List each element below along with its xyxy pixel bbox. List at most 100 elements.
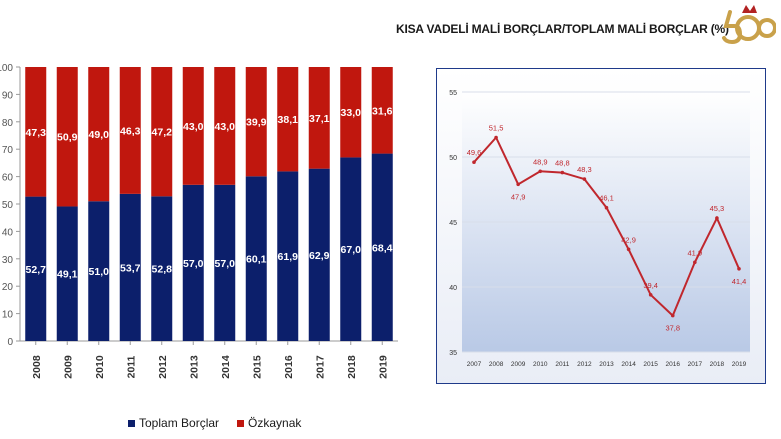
bar-toplam-borclar bbox=[371, 153, 393, 341]
bar-x-tick-label: 2011 bbox=[125, 355, 137, 378]
line-data-point bbox=[604, 205, 609, 210]
bar-toplam-borclar bbox=[56, 206, 78, 341]
bar-ozkaynak bbox=[56, 67, 78, 207]
bar-ozkaynak bbox=[182, 67, 204, 185]
line-data-point bbox=[472, 160, 476, 164]
bar-x-tick-label: 2013 bbox=[188, 355, 200, 379]
line-data-label: 48,3 bbox=[577, 165, 592, 174]
line-y-tick-label: 50 bbox=[449, 155, 457, 162]
line-x-tick-label: 2017 bbox=[688, 361, 703, 368]
line-y-tick-label: 55 bbox=[449, 90, 457, 97]
bar-x-tick-label: 2009 bbox=[62, 355, 74, 379]
line-x-tick-label: 2014 bbox=[621, 361, 636, 368]
line-data-label: 47,9 bbox=[511, 192, 526, 201]
bar-data-label-toplam-borclar: 52,7 bbox=[26, 264, 47, 276]
chart-title: KISA VADELİ MALİ BORÇLAR/TOPLAM MALİ BOR… bbox=[396, 22, 729, 36]
bar-toplam-borclar bbox=[214, 184, 236, 341]
bar-y-tick-label: 40 bbox=[2, 227, 14, 238]
line-data-point bbox=[670, 313, 675, 318]
bar-data-label-toplam-borclar: 62,9 bbox=[309, 250, 330, 262]
line-data-point bbox=[737, 267, 741, 271]
line-data-label: 42,9 bbox=[621, 235, 636, 244]
bar-x-tick-label: 2014 bbox=[220, 355, 232, 379]
bar-ozkaynak bbox=[119, 67, 141, 194]
line-data-point bbox=[516, 182, 520, 187]
bar-ozkaynak bbox=[340, 67, 362, 158]
line-x-tick-label: 2018 bbox=[710, 361, 725, 368]
line-y-tick-label: 40 bbox=[449, 285, 457, 292]
legend-swatch-toplam-borclar bbox=[128, 419, 135, 427]
bar-toplam-borclar bbox=[245, 176, 267, 341]
line-data-point bbox=[648, 293, 653, 297]
line-data-label: 46,1 bbox=[599, 194, 614, 203]
bar-data-label-ozkaynak: 43,0 bbox=[183, 121, 204, 133]
bar-ozkaynak bbox=[214, 67, 236, 185]
line-data-point bbox=[693, 260, 697, 265]
line-x-tick-label: 2015 bbox=[643, 361, 658, 368]
line-data-label: 45,3 bbox=[710, 204, 725, 213]
bar-y-tick-label: 100 bbox=[0, 63, 13, 74]
bar-data-label-toplam-borclar: 51,0 bbox=[89, 266, 110, 278]
bar-toplam-borclar bbox=[340, 157, 362, 341]
bar-toplam-borclar bbox=[277, 171, 299, 341]
line-data-label: 48,9 bbox=[533, 157, 548, 166]
bar-data-label-ozkaynak: 46,3 bbox=[120, 125, 141, 137]
line-x-tick-label: 2012 bbox=[577, 361, 592, 368]
line-y-tick-label: 35 bbox=[449, 350, 457, 357]
line-data-label: 41,9 bbox=[688, 248, 703, 257]
bar-ozkaynak bbox=[371, 67, 393, 154]
bar-y-tick-label: 70 bbox=[2, 145, 14, 156]
bar-data-label-ozkaynak: 49,0 bbox=[89, 129, 110, 141]
bar-data-label-toplam-borclar: 61,9 bbox=[278, 251, 299, 263]
line-x-tick-label: 2016 bbox=[666, 361, 681, 368]
line-x-tick-label: 2011 bbox=[555, 361, 569, 368]
bar-data-label-ozkaynak: 38,1 bbox=[278, 114, 299, 126]
bar-ozkaynak bbox=[25, 67, 47, 197]
bar-x-tick-label: 2019 bbox=[377, 355, 389, 379]
bar-data-label-ozkaynak: 50,9 bbox=[57, 132, 78, 144]
line-data-label: 49,6 bbox=[467, 148, 482, 157]
bar-y-tick-label: 10 bbox=[2, 310, 14, 321]
bar-y-tick-label: 20 bbox=[2, 282, 14, 293]
bar-x-tick-label: 2008 bbox=[31, 355, 43, 379]
bar-data-label-toplam-borclar: 52,8 bbox=[152, 264, 173, 276]
line-data-point bbox=[626, 247, 631, 252]
bar-y-tick-label: 50 bbox=[2, 200, 14, 211]
bar-data-label-ozkaynak: 47,2 bbox=[152, 127, 173, 139]
line-data-label: 51,5 bbox=[489, 124, 504, 133]
bar-y-tick-label: 30 bbox=[2, 255, 14, 266]
bar-toplam-borclar bbox=[88, 201, 110, 341]
bar-data-label-toplam-borclar: 68,4 bbox=[372, 242, 393, 254]
bar-data-label-toplam-borclar: 57,0 bbox=[215, 258, 236, 270]
line-data-label: 41,4 bbox=[732, 277, 747, 286]
bar-toplam-borclar bbox=[151, 196, 173, 341]
bar-data-label-toplam-borclar: 60,1 bbox=[246, 254, 267, 266]
bar-ozkaynak bbox=[308, 67, 330, 169]
bar-data-label-toplam-borclar: 53,7 bbox=[120, 262, 141, 274]
bar-x-tick-label: 2012 bbox=[157, 355, 169, 379]
line-y-tick-label: 45 bbox=[449, 220, 457, 227]
line-x-tick-label: 2010 bbox=[533, 361, 548, 368]
line-data-point bbox=[582, 177, 587, 181]
bar-chart-legend: Toplam Borçlar Özkaynak bbox=[128, 416, 319, 430]
line-data-point bbox=[494, 135, 498, 140]
bar-y-tick-label: 0 bbox=[7, 337, 13, 348]
line-chart: 35 40 45 50 55 2007 2008 2009 2010 2011 2012 2013 20… bbox=[436, 68, 766, 384]
line-data-label: 39,4 bbox=[643, 281, 658, 290]
bar-y-tick-label: 80 bbox=[2, 118, 14, 129]
line-x-tick-label: 2013 bbox=[599, 361, 614, 368]
bar-x-tick-label: 2017 bbox=[314, 355, 326, 379]
bar-ozkaynak bbox=[88, 67, 110, 202]
line-data-label: 48,8 bbox=[555, 159, 570, 168]
line-x-tick-label: 2008 bbox=[489, 361, 504, 368]
line-data-point bbox=[560, 170, 565, 175]
line-data-point bbox=[715, 216, 719, 220]
legend-swatch-ozkaynak bbox=[237, 419, 245, 427]
legend-label-toplam-borclar: Toplam Borçlar bbox=[139, 416, 220, 430]
line-chart-panel: 35 40 45 50 55 2007 2008 2009 2010 2011 2012 2013 20… bbox=[436, 68, 766, 384]
legend-label-ozkaynak: Özkaynak bbox=[248, 416, 302, 430]
stacked-bar-chart: 0 10 20 30 40 50 60 70 80 90 100 52,7 47,3 2008 49,1 50… bbox=[0, 63, 398, 379]
bar-y-tick-label: 60 bbox=[2, 173, 14, 184]
bar-x-tick-label: 2015 bbox=[251, 355, 263, 379]
bar-toplam-borclar bbox=[182, 184, 204, 341]
